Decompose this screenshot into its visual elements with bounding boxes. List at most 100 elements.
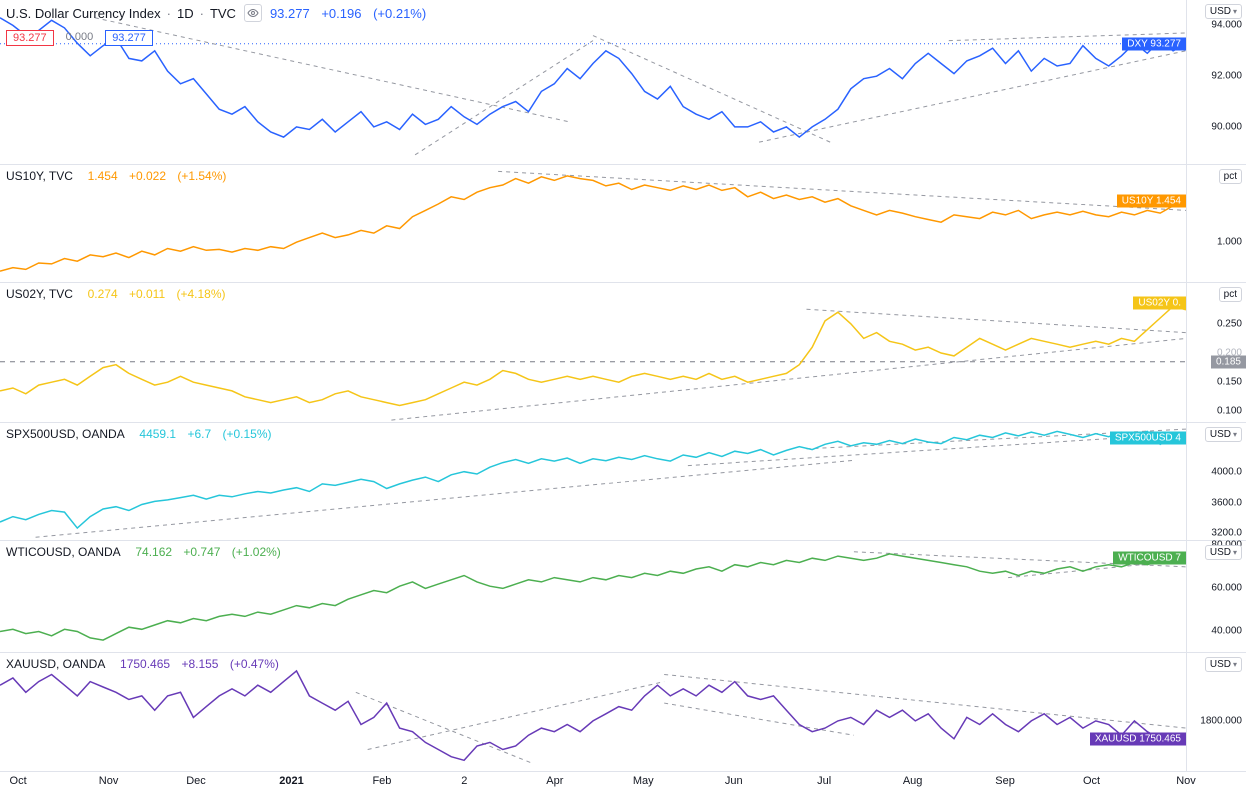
- price-label: US10Y 1.454: [1117, 194, 1186, 207]
- panel-header: SPX500USD, OANDA 4459.1 +6.7 (+0.15%): [6, 427, 272, 441]
- change-value: +0.022: [129, 169, 166, 183]
- change-pct: (+1.54%): [177, 169, 226, 183]
- change-value: +6.7: [187, 427, 211, 441]
- y-tick: 3200.0: [1211, 528, 1242, 539]
- unit-badge[interactable]: USD▾: [1205, 4, 1242, 19]
- x-tick: Sep: [995, 775, 1015, 787]
- x-tick: Jul: [817, 775, 831, 787]
- change-pct: (+1.02%): [232, 545, 281, 559]
- change-pct: (+0.21%): [373, 6, 426, 21]
- x-tick: Jun: [725, 775, 743, 787]
- change-value: +0.011: [129, 287, 165, 301]
- price-boxes: 93.277 0.000 93.277: [6, 30, 153, 46]
- price-axis[interactable]: 94.000 92.000 90.000 USD▾: [1186, 0, 1246, 164]
- price-axis[interactable]: 1.000 pct: [1186, 165, 1246, 282]
- last-value: 4459.1: [139, 427, 176, 441]
- last-value: 74.162: [135, 545, 172, 559]
- unit-badge: pct: [1219, 287, 1242, 302]
- price-label: XAUUSD 1750.465: [1090, 732, 1186, 745]
- panel-spx: SPX500USD, OANDA 4459.1 +6.7 (+0.15%) 400…: [0, 423, 1246, 541]
- time-axis: OctNovDec2021Feb2AprMayJunJulAugSepOctNo…: [0, 771, 1246, 793]
- symbol-title: U.S. Dollar Currency Index: [6, 6, 161, 21]
- unit-badge[interactable]: USD▾: [1205, 545, 1242, 560]
- x-tick: Oct: [10, 775, 27, 787]
- x-tick: Nov: [99, 775, 119, 787]
- panel-us02y: US02Y, TVC 0.274 +0.011 (+4.18%) 0.250 0.1…: [0, 283, 1246, 423]
- change-pct: (+0.47%): [230, 657, 279, 671]
- panel-header: WTICOUSD, OANDA 74.162 +0.747 (+1.02%): [6, 545, 281, 559]
- unit-badge[interactable]: USD▾: [1205, 657, 1242, 672]
- x-tick: 2021: [279, 775, 303, 787]
- panel-xau: XAUUSD, OANDA 1750.465 +8.155 (+0.47%) 18…: [0, 653, 1246, 771]
- last-value: 0.274: [88, 287, 118, 301]
- panel-wti: WTICOUSD, OANDA 74.162 +0.747 (+1.02%)80…: [0, 541, 1246, 653]
- unit-text: USD: [1210, 6, 1231, 17]
- change-value: +0.747: [183, 545, 220, 559]
- price-axis[interactable]: 0.2500.1500.1000.200pct: [1186, 283, 1246, 422]
- unit-text: pct: [1224, 171, 1237, 182]
- x-tick: Dec: [186, 775, 206, 787]
- x-tick: Oct: [1083, 775, 1100, 787]
- panel-header: US02Y, TVC 0.274 +0.011 (+4.18%): [6, 287, 226, 301]
- y-tick: 92.000: [1211, 71, 1242, 82]
- y-tick: 0.250: [1217, 318, 1242, 329]
- price-box: 93.277: [105, 30, 153, 46]
- price-box: 0.000: [60, 30, 100, 46]
- y-tick: 60.000: [1211, 583, 1242, 594]
- chevron-down-icon: ▾: [1233, 660, 1237, 669]
- symbol-title: SPX500USD, OANDA: [6, 427, 125, 441]
- unit-badge: pct: [1219, 169, 1242, 184]
- interval: 1D: [177, 6, 194, 21]
- y-tick: 90.000: [1211, 121, 1242, 132]
- unit-text: USD: [1210, 547, 1231, 558]
- ref-price-label: 0.185: [1211, 355, 1246, 368]
- y-tick: 0.150: [1217, 377, 1242, 388]
- unit-text: USD: [1210, 659, 1231, 670]
- x-tick: Nov: [1176, 775, 1196, 787]
- change-value: +0.196: [321, 6, 361, 21]
- chevron-down-icon: ▾: [1233, 548, 1237, 557]
- multi-panel-chart: U.S. Dollar Currency Index·1D·TVC93.277 …: [0, 0, 1246, 798]
- y-tick: 3600.0: [1211, 497, 1242, 508]
- panel-header: XAUUSD, OANDA 1750.465 +8.155 (+0.47%): [6, 657, 279, 671]
- panel-us10y: US10Y, TVC 1.454 +0.022 (+1.54%) 1.000 pct…: [0, 165, 1246, 283]
- price-label: WTICOUSD 7: [1113, 551, 1186, 564]
- y-tick: 1.000: [1217, 237, 1242, 248]
- y-tick: 4000.0: [1211, 467, 1242, 478]
- y-tick: 1800.000: [1200, 715, 1242, 726]
- price-axis[interactable]: 4000.0 3600.0 3200.0 USD▾: [1186, 423, 1246, 540]
- unit-badge[interactable]: USD▾: [1205, 427, 1242, 442]
- panel-header: US10Y, TVC 1.454 +0.022 (+1.54%): [6, 169, 226, 183]
- chart-plot[interactable]: [0, 0, 1246, 164]
- y-tick: 94.000: [1211, 20, 1242, 31]
- y-tick: 0.100: [1217, 406, 1242, 417]
- change-pct: (+4.18%): [176, 287, 225, 301]
- change-value: +8.155: [181, 657, 218, 671]
- price-label: SPX500USD 4: [1110, 431, 1186, 444]
- x-tick: Feb: [372, 775, 391, 787]
- chevron-down-icon: ▾: [1233, 7, 1237, 16]
- price-axis[interactable]: 80.00060.00040.000USD▾: [1186, 541, 1246, 652]
- symbol-title: US02Y, TVC: [6, 287, 73, 301]
- panel-dxy: U.S. Dollar Currency Index·1D·TVC93.277 …: [0, 0, 1246, 165]
- visibility-toggle-icon[interactable]: [244, 4, 262, 22]
- chart-plot[interactable]: [0, 283, 1246, 422]
- last-value: 93.277: [270, 6, 310, 21]
- x-tick: 2: [461, 775, 467, 787]
- last-value: 1.454: [88, 169, 118, 183]
- price-label: US02Y 0.: [1133, 297, 1186, 310]
- symbol-title: US10Y, TVC: [6, 169, 73, 183]
- y-tick: 40.000: [1211, 626, 1242, 637]
- x-tick: Aug: [903, 775, 923, 787]
- change-pct: (+0.15%): [222, 427, 271, 441]
- symbol-title: WTICOUSD, OANDA: [6, 545, 121, 559]
- last-value: 1750.465: [120, 657, 170, 671]
- source: TVC: [210, 6, 236, 21]
- chevron-down-icon: ▾: [1233, 430, 1237, 439]
- price-box: 93.277: [6, 30, 54, 46]
- price-label: DXY 93.277: [1122, 37, 1186, 50]
- price-axis[interactable]: 1800.000 USD▾: [1186, 653, 1246, 771]
- symbol-title: XAUUSD, OANDA: [6, 657, 105, 671]
- unit-text: pct: [1224, 289, 1237, 300]
- unit-text: USD: [1210, 429, 1231, 440]
